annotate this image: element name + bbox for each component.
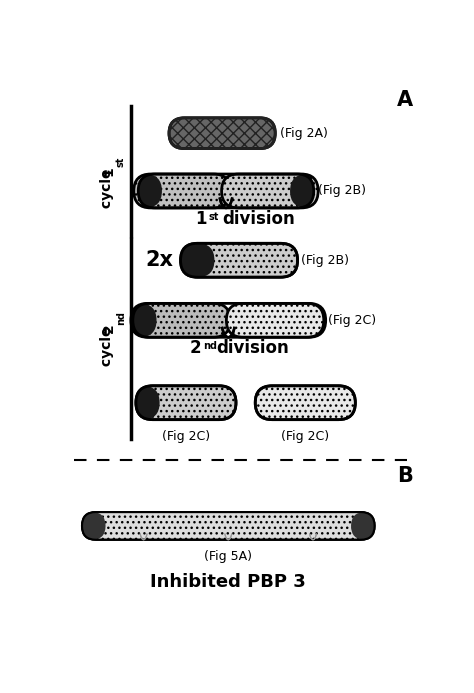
Text: (Fig 2B): (Fig 2B)	[319, 184, 366, 198]
Text: nd: nd	[116, 311, 126, 325]
FancyBboxPatch shape	[227, 304, 326, 337]
Text: st: st	[208, 212, 219, 222]
FancyBboxPatch shape	[290, 174, 314, 208]
FancyBboxPatch shape	[134, 174, 230, 208]
Text: (Fig 2C): (Fig 2C)	[328, 314, 376, 327]
Text: A: A	[397, 90, 413, 110]
Text: (Fig 5A): (Fig 5A)	[204, 550, 252, 563]
FancyBboxPatch shape	[351, 512, 374, 540]
Text: cycle: cycle	[100, 326, 114, 371]
Text: B: B	[398, 466, 413, 486]
Text: 1: 1	[195, 210, 207, 228]
Text: 2x: 2x	[145, 250, 173, 270]
Text: (Fig 2C): (Fig 2C)	[162, 430, 210, 443]
FancyBboxPatch shape	[136, 386, 160, 420]
Text: (Fig 2A): (Fig 2A)	[280, 127, 328, 140]
Text: 2: 2	[102, 323, 116, 333]
Text: division: division	[222, 210, 295, 228]
FancyBboxPatch shape	[131, 304, 230, 337]
FancyBboxPatch shape	[133, 304, 156, 337]
FancyBboxPatch shape	[169, 118, 275, 148]
FancyBboxPatch shape	[181, 243, 214, 277]
Text: (Fig 2C): (Fig 2C)	[281, 430, 329, 443]
Text: st: st	[116, 157, 126, 167]
FancyBboxPatch shape	[181, 243, 298, 277]
FancyBboxPatch shape	[82, 512, 106, 540]
Text: Inhibited PBP 3: Inhibited PBP 3	[150, 573, 306, 591]
Text: 2: 2	[190, 339, 201, 357]
Text: cycle: cycle	[100, 168, 114, 213]
FancyBboxPatch shape	[136, 386, 236, 420]
Text: nd: nd	[203, 341, 217, 351]
FancyBboxPatch shape	[255, 386, 356, 420]
Text: 1: 1	[102, 166, 116, 176]
FancyBboxPatch shape	[138, 174, 162, 208]
FancyBboxPatch shape	[82, 512, 374, 540]
Text: division: division	[217, 339, 290, 357]
FancyBboxPatch shape	[222, 174, 318, 208]
Text: (Fig 2B): (Fig 2B)	[301, 254, 349, 267]
